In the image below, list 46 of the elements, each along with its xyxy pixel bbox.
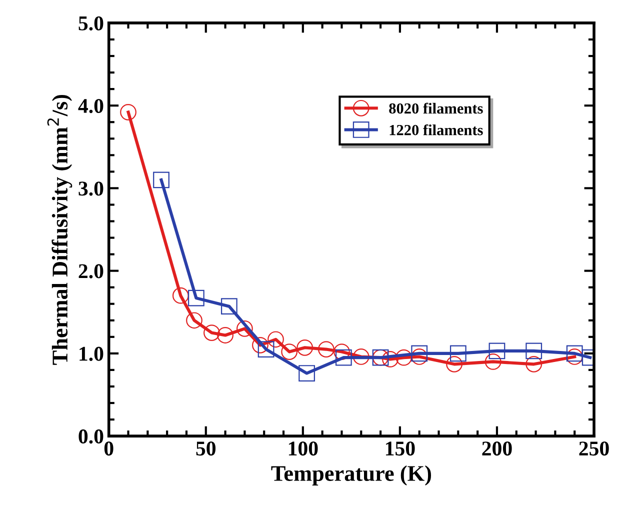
- point: [526, 356, 542, 372]
- point: [252, 336, 268, 354]
- y-tick-label: 0.0: [78, 429, 104, 444]
- point: [566, 348, 583, 365]
- point: [172, 287, 189, 304]
- point: [335, 349, 352, 366]
- point: [566, 345, 583, 362]
- point: [217, 327, 234, 344]
- x-tick-label: 150: [386, 442, 415, 456]
- point: [334, 344, 350, 360]
- legend-label: 1220 filaments: [390, 124, 483, 136]
- point: [188, 290, 204, 306]
- x-tick-label: 250: [579, 442, 609, 456]
- point: [153, 172, 170, 188]
- point: [396, 349, 412, 366]
- point: [258, 341, 274, 358]
- y-tick-label: 4.0: [78, 98, 104, 114]
- x-tick-label: 50: [196, 442, 216, 456]
- x-tick-label: 200: [482, 442, 512, 456]
- x-axis-title: Temperature (K): [271, 465, 432, 486]
- point: [268, 331, 284, 348]
- y-tick-label: 5.0: [78, 16, 104, 30]
- point: [204, 324, 220, 341]
- point: [526, 342, 542, 360]
- point: [382, 351, 398, 368]
- point: [296, 339, 314, 356]
- y-tick-label: 2.0: [78, 264, 104, 278]
- legend-label: 8020 filaments: [389, 102, 483, 114]
- x-tick-label: 0: [104, 442, 114, 456]
- y-axis-title: Thermal Diffusivity (mm$^{2}$/s): [47, 94, 72, 365]
- point: [352, 348, 370, 365]
- point: [484, 354, 502, 370]
- y-tick-label: 1.0: [80, 346, 104, 361]
- point: [318, 341, 334, 358]
- y-tick-label: 3.0: [78, 182, 104, 196]
- x-tick-label: 100: [288, 442, 318, 456]
- point: [298, 365, 315, 382]
- point: [488, 342, 506, 360]
- point: [186, 312, 202, 329]
- point: [236, 320, 253, 337]
- point: [450, 345, 466, 362]
- point: [281, 344, 298, 360]
- point: [220, 298, 238, 315]
- point: [411, 345, 428, 362]
- point: [446, 356, 462, 372]
- point: [120, 104, 136, 120]
